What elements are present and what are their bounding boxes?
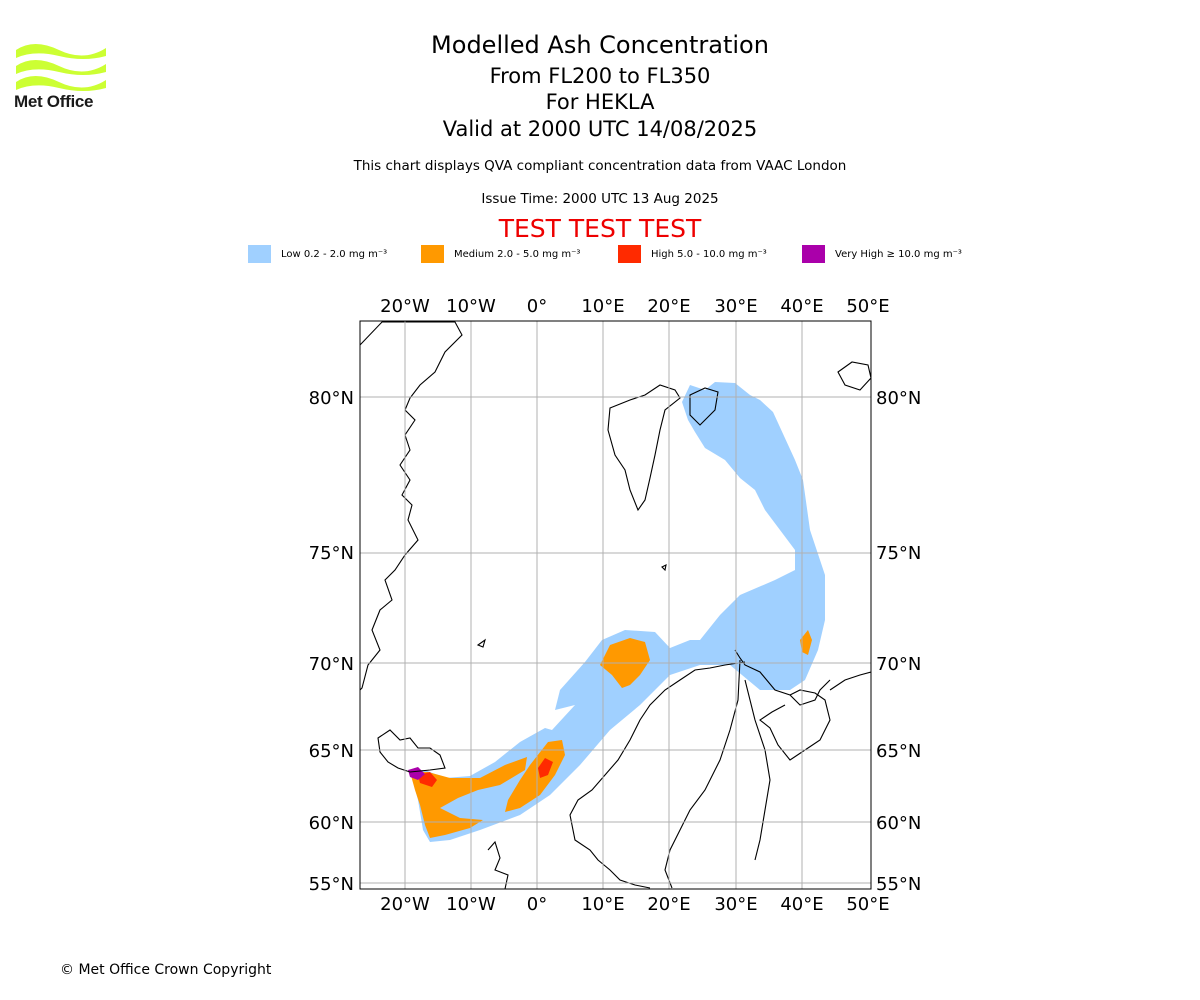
lon-tick: 0° — [527, 894, 547, 915]
legend-swatch-very-high — [802, 245, 825, 263]
legend-item-low: Low 0.2 - 2.0 mg m⁻³ — [248, 244, 387, 264]
legend-label-high: High 5.0 - 10.0 mg m⁻³ — [651, 248, 767, 260]
ash-region-very-high — [408, 767, 425, 780]
ash-region-medium-iceland — [410, 757, 527, 838]
lon-tick: 30°E — [714, 894, 757, 915]
lon-tick: 40°E — [780, 894, 823, 915]
lat-tick: 75°N — [876, 543, 921, 564]
map-gridlines — [360, 321, 871, 889]
lat-tick: 70°N — [876, 654, 921, 675]
coastline-jan-mayen — [476, 638, 486, 648]
legend-label-very-high: Very High ≥ 10.0 mg m⁻³ — [835, 248, 962, 260]
lat-tick: 60°N — [876, 813, 921, 834]
lat-tick: 55°N — [876, 874, 921, 895]
legend-swatch-high — [618, 245, 641, 263]
lon-tick: 20°E — [647, 894, 690, 915]
coastline-nordaustlandet — [689, 387, 719, 426]
lat-tick: 80°N — [309, 388, 354, 409]
volcano-name: For HEKLA — [545, 90, 655, 114]
coastline-iceland — [377, 729, 446, 773]
valid-time: Valid at 2000 UTC 14/08/2025 — [442, 117, 758, 141]
coastlines — [360, 321, 871, 889]
issue-time: Issue Time: 2000 UTC 13 Aug 2025 — [481, 191, 719, 207]
legend-swatch-low — [248, 245, 271, 263]
lon-tick: 0° — [527, 296, 547, 317]
lon-tick: 20°W — [380, 894, 430, 915]
lon-tick: 50°E — [846, 296, 889, 317]
coastline-bear-island — [661, 564, 667, 572]
logo-text: Met Office — [14, 92, 94, 111]
ash-region-high — [418, 758, 553, 787]
coastline-gulf-of-bothnia — [664, 659, 741, 889]
lon-tick: 10°W — [446, 894, 496, 915]
lon-tick: 30°E — [714, 296, 757, 317]
lon-tick: 10°W — [446, 296, 496, 317]
coastline-scotland — [487, 840, 509, 889]
lat-tick: 60°N — [309, 813, 354, 834]
coastline-svalbard — [607, 384, 681, 512]
coastline-greenland — [360, 321, 463, 691]
lat-tick: 65°N — [309, 741, 354, 762]
lon-tick: 50°E — [846, 894, 889, 915]
met-office-waves-icon — [16, 44, 106, 91]
legend-label-low: Low 0.2 - 2.0 mg m⁻³ — [281, 248, 388, 260]
coastline-franz-josef — [837, 361, 871, 391]
coastline-finland — [744, 679, 771, 861]
lat-tick: 75°N — [309, 543, 354, 564]
map-frame — [359, 320, 872, 890]
legend-swatch-medium — [421, 245, 444, 263]
legend-item-very-high: Very High ≥ 10.0 mg m⁻³ — [802, 244, 962, 264]
lon-tick: 10°E — [581, 894, 624, 915]
lat-tick: 80°N — [876, 388, 921, 409]
flight-level-range: From FL200 to FL350 — [489, 64, 711, 88]
test-banner: TEST TEST TEST — [498, 214, 702, 243]
ash-region-medium-barents — [800, 630, 812, 655]
ash-region-medium-north-sea — [505, 740, 565, 812]
legend-label-medium: Medium 2.0 - 5.0 mg m⁻³ — [454, 248, 581, 260]
chart-description: This chart displays QVA compliant concen… — [353, 158, 847, 174]
legend-item-medium: Medium 2.0 - 5.0 mg m⁻³ — [421, 244, 580, 264]
legend-item-high: High 5.0 - 10.0 mg m⁻³ — [618, 244, 767, 264]
lon-tick: 20°E — [647, 296, 690, 317]
chart-title: Modelled Ash Concentration — [431, 31, 769, 59]
lon-ticks-top: 20°W 10°W 0° 10°E 20°E 30°E 40°E 50°E — [380, 296, 889, 317]
lon-ticks-bottom: 20°W 10°W 0° 10°E 20°E 30°E 40°E 50°E — [380, 894, 889, 915]
coastline-russia — [829, 671, 871, 691]
lat-tick: 70°N — [309, 654, 354, 675]
lon-tick: 10°E — [581, 296, 624, 317]
lat-tick: 55°N — [309, 874, 354, 895]
lon-tick: 40°E — [780, 296, 823, 317]
lon-tick: 20°W — [380, 296, 430, 317]
lat-tick: 65°N — [876, 741, 921, 762]
lat-ticks-right: 80°N 75°N 70°N 65°N 60°N 55°N — [876, 388, 921, 895]
copyright-notice: © Met Office Crown Copyright — [60, 962, 272, 978]
lat-ticks-left: 80°N 75°N 70°N 65°N 60°N 55°N — [309, 388, 354, 895]
